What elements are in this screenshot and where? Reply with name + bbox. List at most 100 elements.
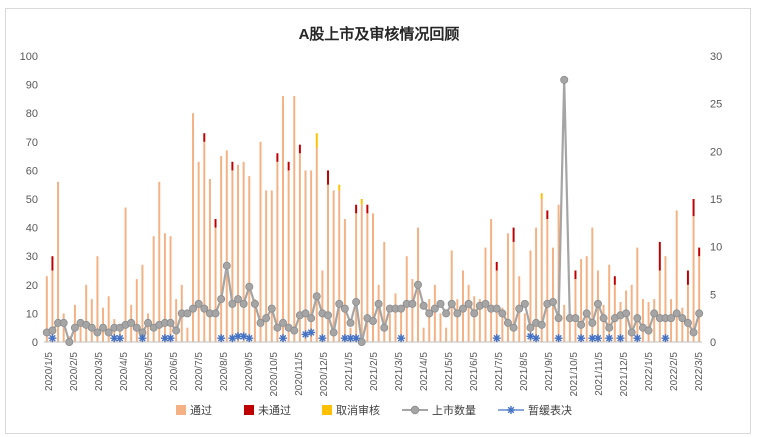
point-上市数量 xyxy=(222,261,231,270)
bar-通过 xyxy=(664,256,667,342)
bar-通过 xyxy=(467,284,470,342)
marker-暂缓表决 xyxy=(616,334,625,343)
point-上市数量 xyxy=(273,323,282,332)
point-上市数量 xyxy=(408,299,417,308)
point-上市数量 xyxy=(132,323,141,332)
bar-取消审核 xyxy=(315,133,318,148)
bar-通过 xyxy=(45,276,48,342)
bar-通过 xyxy=(197,161,200,342)
point-上市数量 xyxy=(290,326,299,335)
right-axis-tick: 25 xyxy=(710,99,722,111)
point-上市数量 xyxy=(593,299,602,308)
point-上市数量 xyxy=(672,309,681,318)
marker-暂缓表决 xyxy=(507,406,515,414)
point-上市数量 xyxy=(481,299,490,308)
point-上市数量 xyxy=(599,314,608,323)
bar-通过 xyxy=(321,270,324,342)
bar-通过 xyxy=(366,213,369,342)
bar-通过 xyxy=(220,156,223,342)
x-axis-tick: 2020/3/5 xyxy=(94,352,105,391)
bar-通过 xyxy=(658,270,661,342)
point-上市数量 xyxy=(650,309,659,318)
bar-取消审核 xyxy=(360,199,363,205)
left-axis-tick: 0 xyxy=(32,337,38,349)
point-上市数量 xyxy=(279,318,288,327)
bar-通过 xyxy=(484,247,487,342)
left-axis-tick: 10 xyxy=(26,308,38,320)
bar-通过 xyxy=(473,296,476,342)
point-上市数量 xyxy=(447,299,456,308)
right-axis-tick: 0 xyxy=(710,337,716,349)
point-上市数量 xyxy=(127,318,136,327)
point-上市数量 xyxy=(503,318,512,327)
point-上市数量 xyxy=(211,309,220,318)
x-axis-tick: 2021/2/5 xyxy=(369,352,380,391)
bar-通过 xyxy=(276,161,279,342)
legend-swatch-取消审核 xyxy=(322,405,332,415)
bar-通过 xyxy=(383,241,386,342)
x-axis-tick: 2021/6/5 xyxy=(469,352,480,391)
left-axis-tick: 100 xyxy=(20,51,38,63)
legend-swatch-未通过 xyxy=(244,405,254,415)
bar-通过 xyxy=(506,233,509,342)
bar-通过 xyxy=(686,284,689,342)
bar-未通过 xyxy=(327,170,329,185)
bar-通过 xyxy=(574,279,577,342)
bar-通过 xyxy=(124,207,127,342)
point-上市数量 xyxy=(498,309,507,318)
marker-暂缓表决 xyxy=(577,334,586,343)
point-上市数量 xyxy=(436,299,445,308)
bar-未通过 xyxy=(287,161,290,171)
x-axis-tick: 2020/6/5 xyxy=(169,352,180,391)
bar-通过 xyxy=(613,284,616,342)
point-上市数量 xyxy=(200,304,209,313)
point-上市数量 xyxy=(346,318,355,327)
point-上市数量 xyxy=(144,318,153,327)
bar-通过 xyxy=(214,227,217,342)
marker-暂缓表决 xyxy=(593,334,602,343)
x-axis-tick: 2021/12/5 xyxy=(619,352,630,397)
x-axis-tick: 2021/11/5 xyxy=(594,352,605,396)
bar-通过 xyxy=(692,216,695,342)
point-上市数量 xyxy=(307,314,316,323)
point-上市数量 xyxy=(93,328,102,337)
chart-title: A股上市及审核情况回顾 xyxy=(299,25,460,43)
x-axis-tick: 2021/7/5 xyxy=(494,352,505,391)
point-上市数量 xyxy=(627,328,636,337)
x-axis-tick: 2021/4/5 xyxy=(419,352,430,391)
bar-取消审核 xyxy=(338,184,341,191)
bar-通过 xyxy=(512,241,515,342)
bar-通过 xyxy=(298,153,301,342)
point-上市数量 xyxy=(70,323,79,332)
marker-暂缓表决 xyxy=(633,334,642,343)
bar-通过 xyxy=(591,227,594,342)
left-axis-tick: 90 xyxy=(26,80,38,92)
bar-通过 xyxy=(310,170,313,342)
bar-通过 xyxy=(563,304,566,342)
point-上市数量 xyxy=(324,311,333,320)
marker-暂缓表决 xyxy=(217,334,226,343)
x-axis-tick: 2021/10/5 xyxy=(569,352,580,397)
bar-通过 xyxy=(135,279,138,342)
bar-通过 xyxy=(619,301,622,342)
bar-通过 xyxy=(253,299,256,342)
x-axis-tick: 2022/3/5 xyxy=(694,352,705,391)
bar-通过 xyxy=(377,284,380,342)
point-上市数量 xyxy=(368,317,377,326)
point-上市数量 xyxy=(301,309,310,318)
bar-通过 xyxy=(523,313,526,342)
point-上市数量 xyxy=(172,326,181,335)
bar-通过 xyxy=(282,96,285,342)
left-axis-tick: 20 xyxy=(26,280,38,292)
point-上市数量 xyxy=(413,280,422,289)
marker-暂缓表决 xyxy=(352,334,361,343)
x-axis-tick: 2021/1/5 xyxy=(344,352,355,391)
marker-暂缓表决 xyxy=(115,334,124,343)
bar-通过 xyxy=(186,327,189,342)
point-上市数量 xyxy=(537,320,546,329)
marker-暂缓表决 xyxy=(605,334,614,343)
point-上市数量 xyxy=(228,299,237,308)
bar-未通过 xyxy=(214,219,217,228)
bar-未通过 xyxy=(355,204,358,214)
point-上市数量 xyxy=(256,318,265,327)
